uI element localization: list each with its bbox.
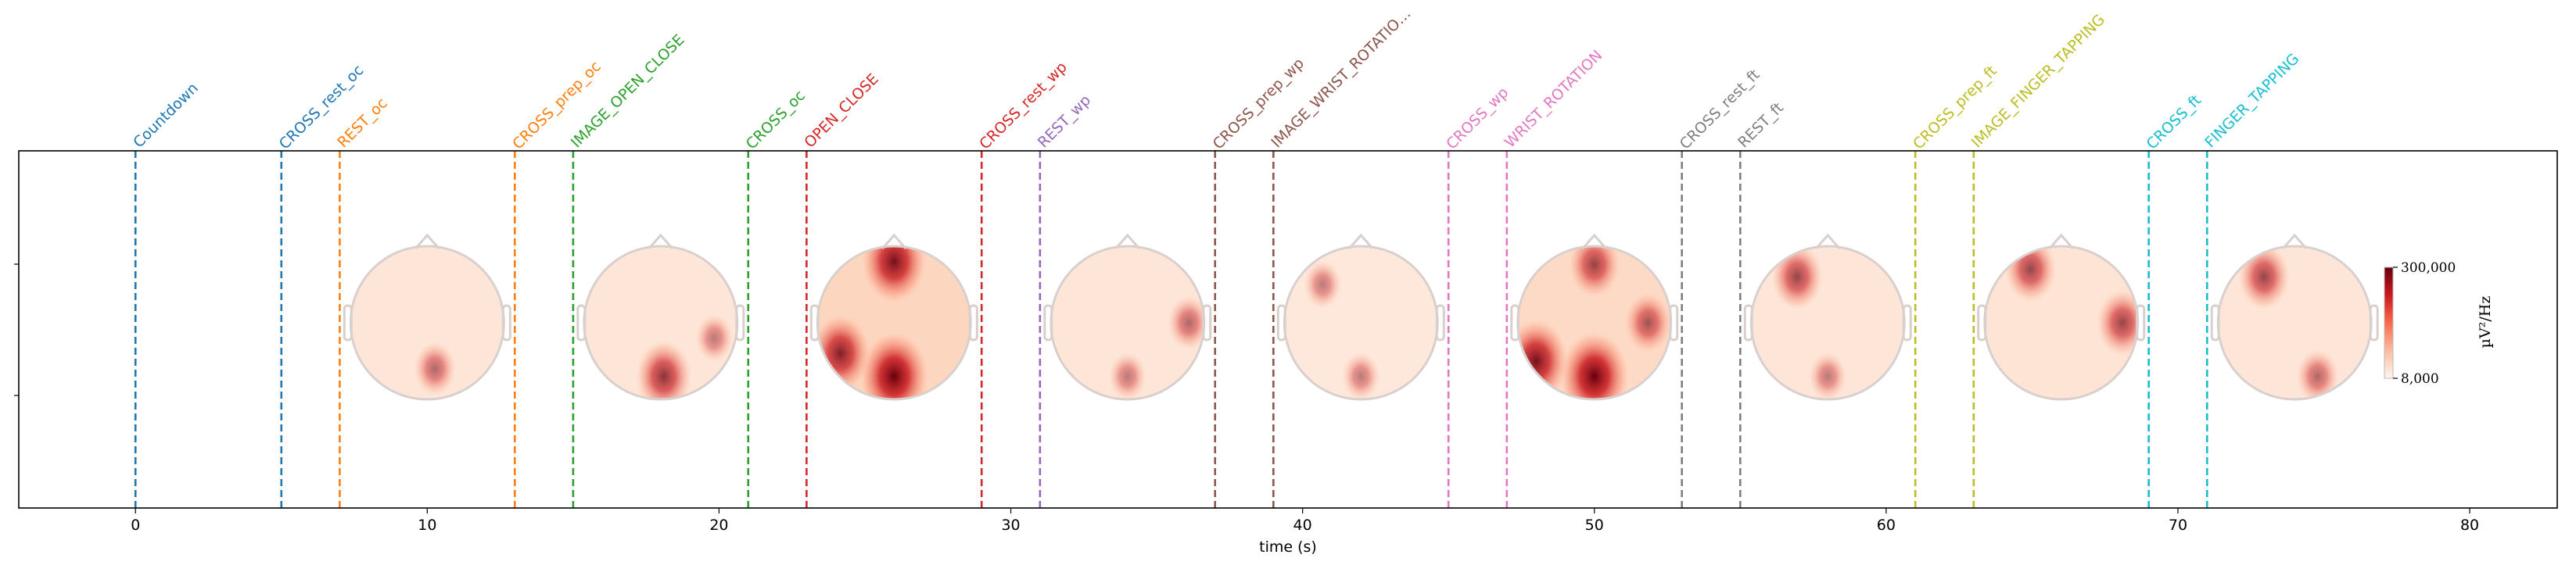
- topomap: [1977, 233, 2146, 401]
- event-label: OPEN_CLOSE: [801, 70, 881, 151]
- scalp-hotspot: [1107, 351, 1147, 399]
- head-ear-left: [1510, 304, 1520, 342]
- event-label: Countdown: [130, 80, 202, 152]
- head-nose: [2282, 233, 2308, 249]
- event-label: IMAGE_OPEN_CLOSE: [568, 31, 688, 152]
- head-ear-right: [968, 304, 978, 342]
- scalp-hotspot: [694, 313, 734, 363]
- head-ear-left: [2210, 304, 2220, 342]
- scalp-hotspot: [1623, 292, 1671, 354]
- head-ear-left: [1743, 304, 1753, 342]
- event-lines: [134, 151, 2208, 508]
- head-nose: [1114, 233, 1140, 249]
- x-tick-label: 80: [2460, 517, 2479, 534]
- topomap: [343, 233, 511, 401]
- head-ear-right: [1435, 304, 1445, 342]
- head-ear-left: [343, 304, 353, 342]
- topomap: [576, 233, 745, 401]
- scalp-hotspot: [1567, 246, 1621, 299]
- x-tick-label: 40: [1293, 517, 1312, 534]
- scalp-heat: [583, 246, 737, 399]
- scalp-hotspot: [413, 340, 457, 397]
- event-label: REST_oc: [334, 95, 390, 151]
- x-axis-label: time (s): [1259, 538, 1317, 556]
- event-label: REST_ft: [1735, 99, 1787, 152]
- topomap: [1743, 233, 1912, 401]
- head-nose: [881, 233, 907, 249]
- axes-frame: [18, 150, 2558, 509]
- event-label: REST_wp: [1035, 91, 1094, 151]
- head-nose: [648, 233, 673, 249]
- scalp-hotspot: [2096, 288, 2138, 357]
- colorbar-min-label: 8,000: [2401, 371, 2439, 387]
- x-tick-label: 70: [2169, 517, 2187, 534]
- x-tick-label: 30: [1001, 517, 1020, 534]
- scalp-hotspot: [858, 329, 931, 399]
- x-tick-label: 0: [131, 517, 140, 534]
- head-ear-left: [1977, 304, 1987, 342]
- scalp-hotspot: [1558, 329, 1631, 399]
- head-ear-right: [501, 304, 511, 342]
- event-label: CROSS_oc: [743, 87, 809, 152]
- head-ear-right: [1202, 304, 1212, 342]
- scalp-hotspot: [860, 246, 928, 306]
- topomap: [809, 233, 978, 401]
- scalp-hotspot: [1303, 259, 1343, 309]
- head-ear-left: [1043, 304, 1053, 342]
- scalp-hotspot: [1808, 351, 1848, 399]
- topomap: [2210, 233, 2379, 401]
- head-nose: [1348, 233, 1374, 249]
- head-nose: [2048, 233, 2074, 249]
- colorbar: 300,000 8,000 µV²/Hz: [2384, 260, 2494, 387]
- event-label: CROSS_ft: [2144, 91, 2205, 152]
- x-tick-label: 20: [709, 517, 728, 534]
- x-tick-label: 60: [1877, 517, 1896, 534]
- x-tick-label: 50: [1585, 517, 1604, 534]
- scalp-hotspot: [1167, 295, 1204, 351]
- x-ticks: 0 10 20 30 40 50 60 70 80: [131, 508, 2479, 534]
- head-ear-right: [1669, 304, 1679, 342]
- head-ear-right: [2136, 304, 2146, 342]
- head-ear-right: [2369, 304, 2379, 342]
- head-nose: [414, 233, 440, 249]
- event-label: FINGER_TAPPING: [2201, 50, 2302, 151]
- colorbar-max-label: 300,000: [2401, 260, 2456, 276]
- scalp-heat: [350, 246, 504, 399]
- event-label: WRIST_ROTATION: [1501, 47, 1606, 152]
- scalp-heat: [1050, 246, 1204, 399]
- topomap: [1276, 233, 1445, 401]
- head-ear-right: [1902, 304, 1912, 342]
- head-nose: [1581, 233, 1607, 249]
- head-ear-right: [735, 304, 745, 342]
- head-nose: [1815, 233, 1841, 249]
- topomaps: [343, 233, 2379, 401]
- x-tick-label: 10: [418, 517, 436, 534]
- head-ear-left: [576, 304, 587, 342]
- scalp-hotspot: [1341, 351, 1381, 399]
- head-ear-left: [809, 304, 820, 342]
- head-ear-left: [1276, 304, 1286, 342]
- topomap: [1043, 233, 1212, 401]
- scalp-hotspot: [634, 338, 693, 399]
- colorbar-ramp: [2384, 267, 2394, 379]
- topomap: [1510, 233, 1679, 401]
- event-label: CROSS_wp: [1443, 84, 1512, 152]
- colorbar-unit-label: µV²/Hz: [2477, 296, 2494, 349]
- scalp-hotspot: [2004, 246, 2058, 304]
